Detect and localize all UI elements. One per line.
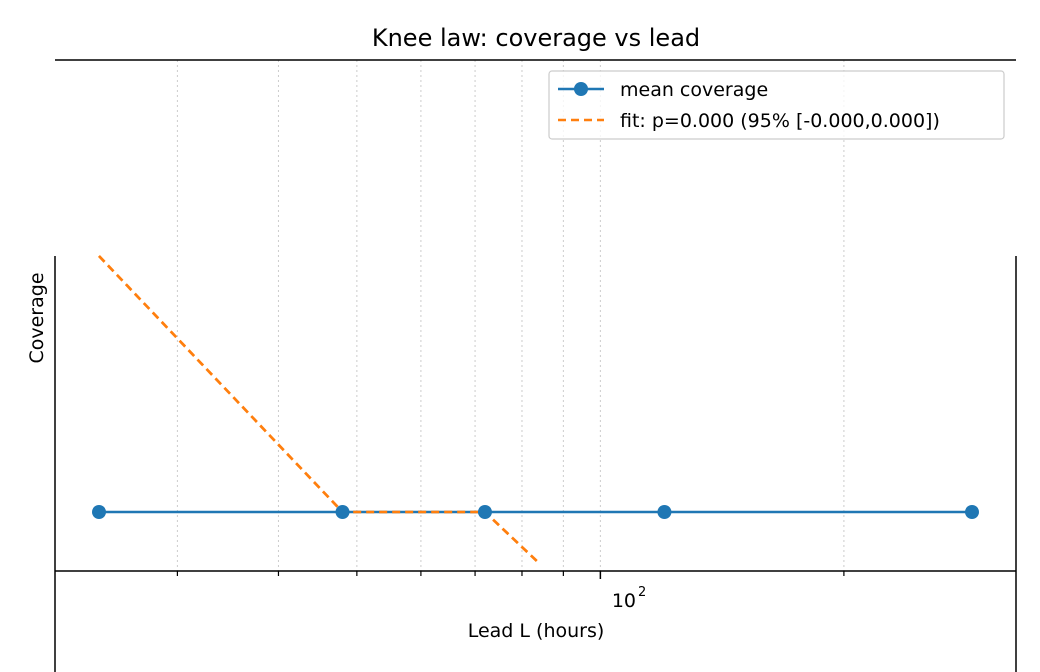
x-axis-label: Lead L (hours) <box>468 620 605 642</box>
mean-coverage-point-48 <box>335 505 350 519</box>
x-ticks <box>176 571 845 579</box>
x-tick-label-base: 10 <box>612 590 636 612</box>
chart-title: Knee law: coverage vs lead <box>372 24 700 52</box>
mean-coverage-point-120 <box>657 505 672 519</box>
x-tick-label-exponent: 2 <box>638 585 646 600</box>
mean-coverage-point-288 <box>965 505 979 519</box>
legend: mean coverage fit: p=0.000 (95% [-0.000,… <box>548 70 1005 140</box>
x-tick-label-100: 10 2 <box>612 585 646 612</box>
series-fit-line <box>98 255 541 565</box>
mean-coverage-point-72 <box>477 505 492 519</box>
legend-marker-mean-coverage <box>574 82 588 96</box>
series-fit-line-overlay <box>98 255 541 565</box>
legend-box <box>548 70 1005 140</box>
y-axis-label: Coverage <box>26 272 48 363</box>
plot-area <box>92 255 979 565</box>
mean-coverage-point-24 <box>92 505 106 519</box>
x-grid <box>176 60 845 571</box>
legend-label-fit: fit: p=0.000 (95% [-0.000,0.000]) <box>620 110 940 132</box>
legend-label-mean-coverage: mean coverage <box>620 79 768 101</box>
